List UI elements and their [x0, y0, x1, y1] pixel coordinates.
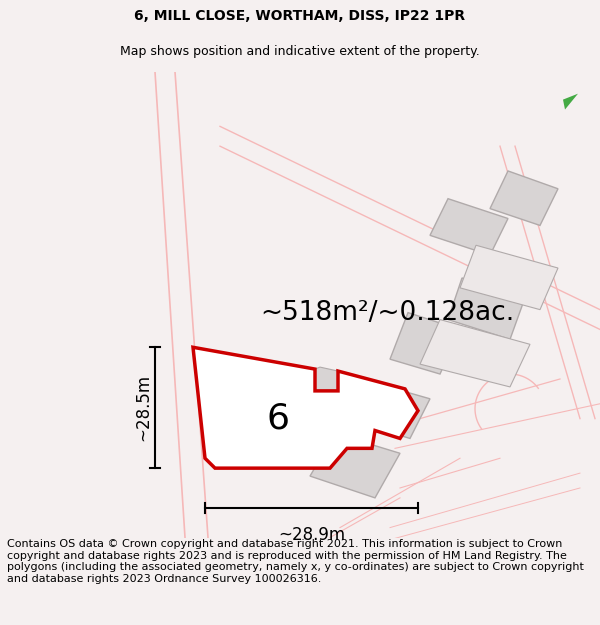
Polygon shape	[448, 278, 525, 339]
Polygon shape	[193, 348, 418, 468]
Polygon shape	[420, 319, 530, 387]
Polygon shape	[360, 384, 430, 438]
Text: ~28.9m: ~28.9m	[278, 526, 345, 544]
Text: ~28.5m: ~28.5m	[134, 374, 152, 441]
Polygon shape	[315, 367, 338, 391]
Polygon shape	[215, 379, 325, 463]
Polygon shape	[490, 171, 558, 226]
Text: 6: 6	[266, 402, 290, 436]
Polygon shape	[430, 199, 508, 255]
Text: 6, MILL CLOSE, WORTHAM, DISS, IP22 1PR: 6, MILL CLOSE, WORTHAM, DISS, IP22 1PR	[134, 9, 466, 22]
Polygon shape	[390, 312, 460, 374]
Polygon shape	[460, 245, 558, 309]
Text: ~518m²/~0.128ac.: ~518m²/~0.128ac.	[260, 299, 514, 326]
Text: Map shows position and indicative extent of the property.: Map shows position and indicative extent…	[120, 45, 480, 58]
Polygon shape	[563, 94, 578, 109]
Text: Contains OS data © Crown copyright and database right 2021. This information is : Contains OS data © Crown copyright and d…	[7, 539, 584, 584]
Polygon shape	[310, 434, 400, 498]
